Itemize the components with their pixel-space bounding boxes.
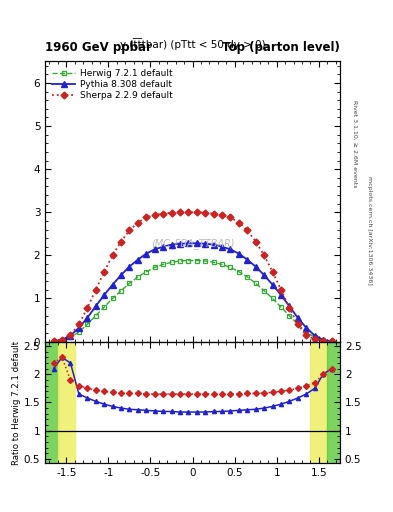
Bar	[327, 342, 340, 463]
Text: y (t͞ttbar) (pTtt < 50 dy > 0): y (t͞ttbar) (pTtt < 50 dy > 0)	[120, 38, 265, 50]
Text: (MC_FBA_TTBAR): (MC_FBA_TTBAR)	[151, 238, 234, 249]
Text: mcplots.cern.ch [arXiv:1306.3436]: mcplots.cern.ch [arXiv:1306.3436]	[367, 176, 373, 285]
Bar	[58, 342, 75, 463]
Text: Top (parton level): Top (parton level)	[222, 41, 340, 54]
Legend: Herwig 7.2.1 default, Pythia 8.308 default, Sherpa 2.2.9 default: Herwig 7.2.1 default, Pythia 8.308 defau…	[50, 66, 175, 103]
Text: 1960 GeV ppbar: 1960 GeV ppbar	[45, 41, 152, 54]
Bar	[45, 342, 58, 463]
Y-axis label: Ratio to Herwig 7.2.1 default: Ratio to Herwig 7.2.1 default	[12, 340, 21, 464]
Text: Rivet 3.1.10, ≥ 2.6M events: Rivet 3.1.10, ≥ 2.6M events	[352, 100, 357, 187]
Bar	[310, 342, 327, 463]
